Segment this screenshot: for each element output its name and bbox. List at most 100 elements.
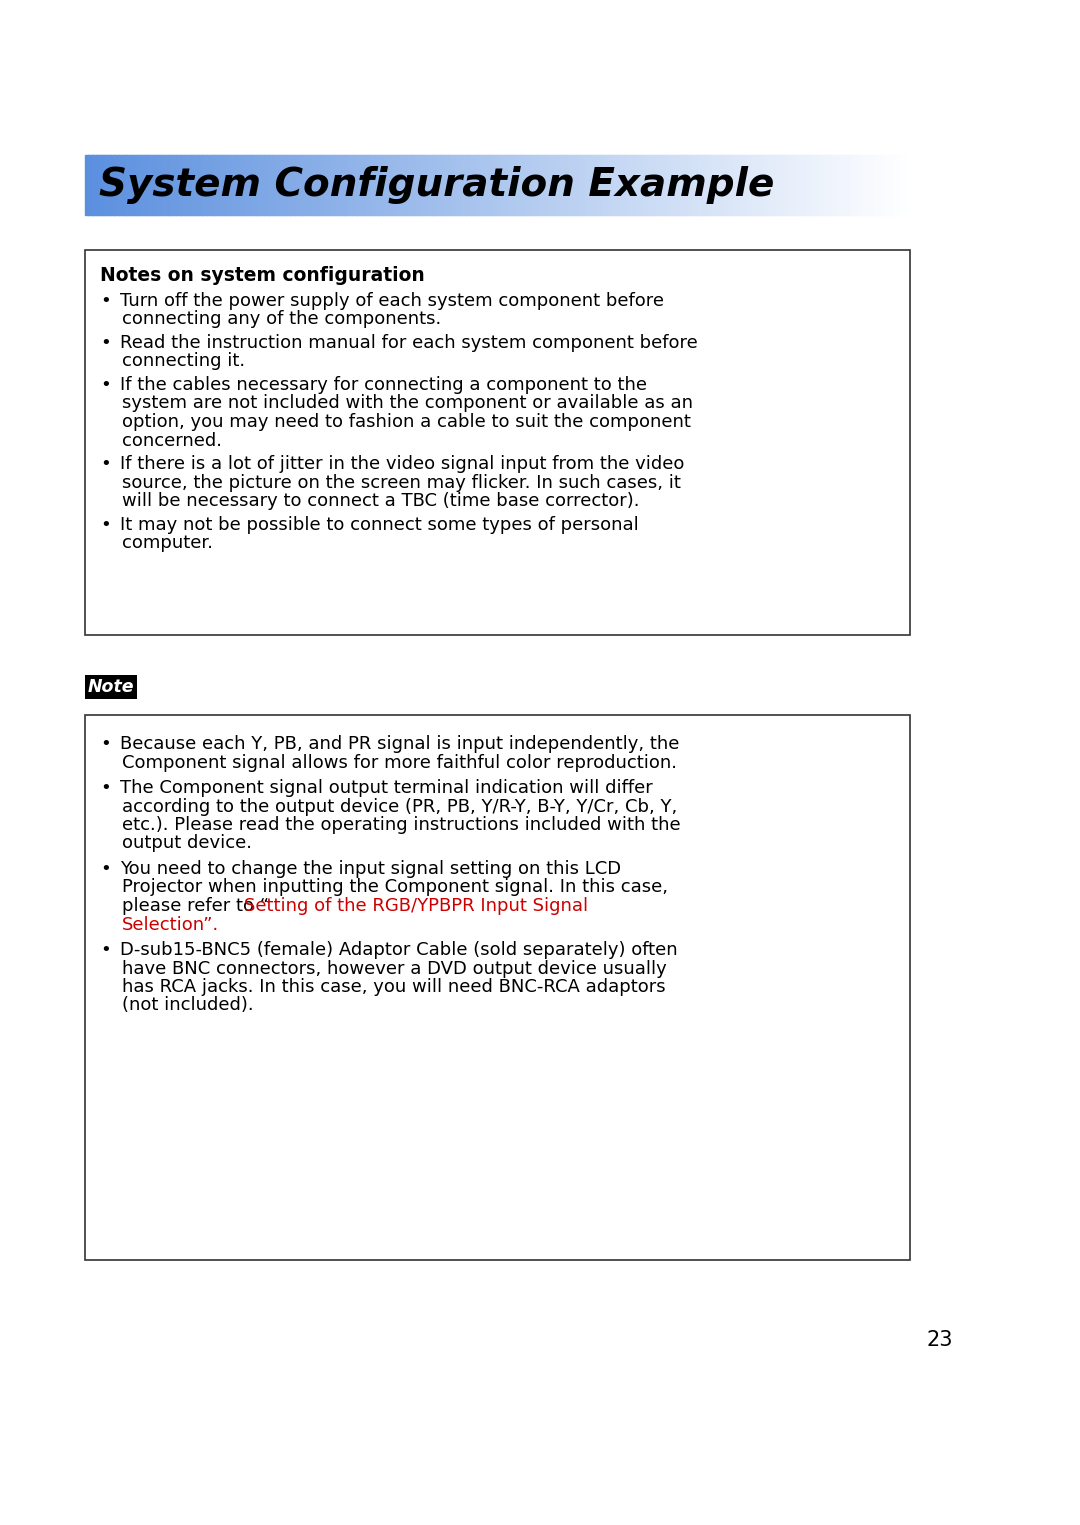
- Bar: [797, 156, 801, 215]
- Bar: [272, 156, 275, 215]
- Bar: [470, 156, 474, 215]
- Text: system are not included with the component or available as an: system are not included with the compone…: [122, 395, 693, 412]
- Bar: [701, 156, 705, 215]
- Bar: [676, 156, 680, 215]
- Bar: [765, 156, 768, 215]
- Bar: [98, 156, 103, 215]
- Bar: [87, 156, 92, 215]
- Bar: [740, 156, 743, 215]
- Bar: [610, 156, 615, 215]
- Bar: [893, 156, 897, 215]
- Text: •: •: [100, 334, 111, 352]
- Bar: [607, 156, 611, 215]
- Text: If the cables necessary for connecting a component to the: If the cables necessary for connecting a…: [120, 377, 647, 393]
- Bar: [484, 156, 487, 215]
- Bar: [354, 156, 359, 215]
- Text: Turn off the power supply of each system component before: Turn off the power supply of each system…: [120, 291, 664, 310]
- Bar: [616, 156, 620, 215]
- Bar: [105, 156, 108, 215]
- Bar: [690, 156, 693, 215]
- Bar: [352, 156, 355, 215]
- Bar: [863, 156, 867, 215]
- Bar: [327, 156, 330, 215]
- Bar: [269, 156, 273, 215]
- Bar: [478, 156, 482, 215]
- Bar: [759, 156, 762, 215]
- Bar: [536, 156, 540, 215]
- Bar: [772, 156, 777, 215]
- Bar: [516, 156, 521, 215]
- Bar: [503, 156, 507, 215]
- Bar: [280, 156, 284, 215]
- Bar: [852, 156, 856, 215]
- Bar: [85, 676, 137, 698]
- Text: Because each Y, PB, and PR signal is input independently, the: Because each Y, PB, and PR signal is inp…: [120, 735, 679, 753]
- Bar: [148, 156, 152, 215]
- Bar: [657, 156, 661, 215]
- Bar: [500, 156, 504, 215]
- Bar: [184, 156, 188, 215]
- Text: D-sub15-BNC5 (female) Adaptor Cable (sold separately) often: D-sub15-BNC5 (female) Adaptor Cable (sol…: [120, 941, 677, 959]
- Bar: [498, 156, 501, 215]
- Bar: [140, 156, 144, 215]
- Bar: [242, 156, 245, 215]
- Bar: [605, 156, 608, 215]
- Bar: [146, 156, 149, 215]
- Bar: [418, 156, 421, 215]
- Bar: [143, 156, 147, 215]
- Bar: [861, 156, 864, 215]
- Bar: [420, 156, 424, 215]
- Bar: [737, 156, 741, 215]
- Bar: [267, 156, 270, 215]
- Bar: [795, 156, 798, 215]
- Bar: [626, 156, 631, 215]
- Bar: [363, 156, 366, 215]
- Bar: [715, 156, 718, 215]
- Bar: [674, 156, 677, 215]
- Bar: [123, 156, 127, 215]
- Bar: [882, 156, 887, 215]
- Bar: [239, 156, 243, 215]
- Bar: [511, 156, 515, 215]
- Bar: [907, 156, 912, 215]
- Bar: [390, 156, 394, 215]
- Bar: [630, 156, 633, 215]
- Bar: [789, 156, 793, 215]
- Bar: [253, 156, 257, 215]
- Bar: [534, 156, 537, 215]
- Bar: [591, 156, 595, 215]
- Bar: [646, 156, 650, 215]
- Bar: [555, 156, 559, 215]
- Bar: [800, 156, 804, 215]
- Bar: [619, 156, 622, 215]
- Bar: [827, 156, 832, 215]
- Bar: [514, 156, 517, 215]
- Bar: [669, 156, 672, 215]
- Bar: [651, 156, 656, 215]
- Bar: [399, 156, 402, 215]
- Bar: [710, 156, 713, 215]
- Bar: [157, 156, 160, 215]
- Text: computer.: computer.: [122, 534, 213, 552]
- Bar: [841, 156, 845, 215]
- Bar: [151, 156, 154, 215]
- Text: •: •: [100, 377, 111, 393]
- Bar: [365, 156, 369, 215]
- Bar: [203, 156, 207, 215]
- Text: The Component signal output terminal indication will differ: The Component signal output terminal ind…: [120, 779, 652, 798]
- Bar: [258, 156, 262, 215]
- Text: have BNC connectors, however a DVD output device usually: have BNC connectors, however a DVD outpu…: [122, 959, 666, 978]
- Bar: [813, 156, 818, 215]
- Bar: [283, 156, 287, 215]
- Bar: [178, 156, 183, 215]
- Bar: [886, 156, 889, 215]
- Bar: [717, 156, 721, 215]
- Bar: [519, 156, 523, 215]
- Bar: [402, 156, 405, 215]
- Text: please refer to “: please refer to “: [122, 897, 269, 915]
- Bar: [297, 156, 300, 215]
- Bar: [288, 156, 293, 215]
- Bar: [112, 156, 117, 215]
- Text: concerned.: concerned.: [122, 432, 222, 450]
- Text: Projector when inputting the Component signal. In this case,: Projector when inputting the Component s…: [122, 878, 669, 897]
